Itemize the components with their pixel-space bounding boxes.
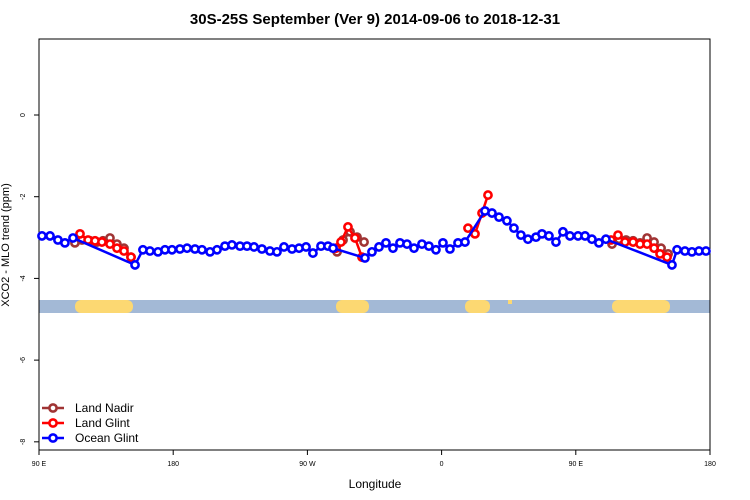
x-tick-label: 90 W [299,461,316,468]
y-tick-label: -2 [20,193,27,199]
point [516,230,526,241]
point [249,242,259,252]
point [37,231,47,241]
point [642,239,652,249]
point [167,244,177,255]
point [587,234,597,245]
point [343,222,353,232]
series [37,206,711,270]
point [509,223,519,234]
point [388,243,398,254]
legend-marker [48,433,58,443]
point [502,215,512,226]
point [60,237,70,248]
point [483,190,493,200]
point [367,246,377,257]
point [487,208,497,218]
point [445,244,455,254]
point [544,231,554,241]
point [463,223,473,234]
point [212,244,222,255]
point [119,246,129,256]
point [328,243,338,254]
point [374,242,384,252]
point [197,244,207,255]
land-band [508,300,512,304]
point [523,234,533,245]
point [565,231,575,241]
y-axis-label: XCO2 - MLO trend (ppm) [0,183,12,306]
point [45,231,55,241]
ocean-band [39,300,710,313]
land-band [465,300,490,313]
point [336,237,346,247]
legend-marker [48,403,58,413]
plot-frame [38,38,711,451]
x-tick-label: 90 E [32,461,47,468]
x-tick-label: 180 [167,461,179,468]
legend-label: Ocean Glint [75,431,139,445]
point [551,237,561,247]
point [409,243,419,254]
surface-band [39,300,710,313]
point [667,260,677,270]
point [308,248,318,258]
point [145,246,155,256]
point [97,237,107,247]
point [438,237,448,248]
y-tick-label: 0 [20,113,27,117]
point [182,243,192,254]
point [359,237,369,247]
point [68,233,78,243]
point [594,237,604,248]
point [460,237,470,247]
point [227,240,237,250]
y-tick-label: -8 [20,439,27,445]
point [402,239,412,249]
x-tick-label: 0 [440,461,444,468]
point [272,246,282,257]
point [279,242,289,252]
land-band [336,300,369,313]
point [381,237,391,248]
point [701,246,711,256]
point [257,244,267,254]
land-band [612,300,670,313]
legend-label: Land Nadir [75,401,134,415]
point [558,226,568,237]
point [431,244,441,255]
x-tick-label: 90 E [569,461,584,468]
point [424,241,434,252]
point [105,239,115,249]
y-tick-label: -6 [20,357,27,363]
chart-title: 30S-25S September (Ver 9) 2014-09-06 to … [190,11,560,28]
legend-marker [48,418,58,428]
point [601,234,611,245]
point [301,242,311,252]
point [662,252,672,263]
point [350,233,360,243]
y-tick-label: -4 [20,275,27,281]
point [649,243,659,254]
point [360,253,370,263]
point [672,244,682,255]
land-band [75,300,133,313]
point [126,252,136,263]
point [494,212,504,223]
legend-label: Land Glint [75,416,130,430]
x-tick-label: 180 [704,461,716,468]
point [130,260,140,270]
x-axis-label: Longitude [349,477,402,491]
point [613,230,623,241]
point [75,228,85,239]
